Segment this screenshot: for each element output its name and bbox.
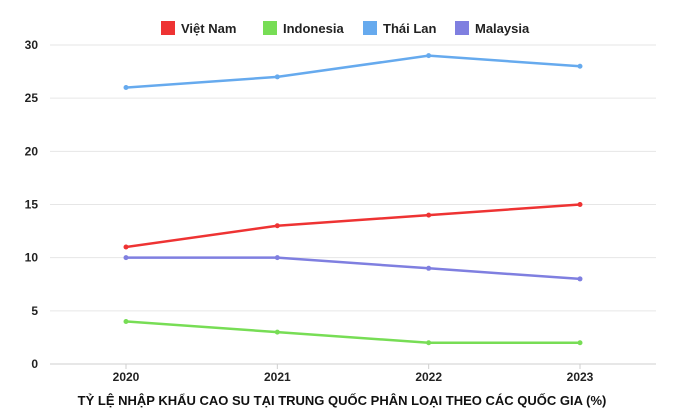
data-point-indonesia[interactable] (274, 329, 280, 335)
y-tick-label: 30 (25, 38, 39, 52)
legend: Việt Nam Indonesia Thái Lan Malaysia (161, 21, 530, 36)
y-tick-label: 15 (25, 198, 39, 212)
data-point-viet-nam[interactable] (426, 212, 432, 218)
x-tick-label: 2023 (567, 370, 594, 384)
data-point-thai-lan[interactable] (274, 74, 280, 80)
data-point-indonesia[interactable] (577, 340, 583, 346)
x-tick-label: 2022 (415, 370, 442, 384)
legend-item-indonesia[interactable]: Indonesia (263, 21, 344, 36)
data-point-malaysia[interactable] (274, 255, 280, 261)
data-point-malaysia[interactable] (123, 255, 129, 261)
data-point-indonesia[interactable] (426, 340, 432, 346)
y-tick-label: 0 (31, 357, 38, 371)
data-point-malaysia[interactable] (426, 265, 432, 271)
legend-item-malaysia[interactable]: Malaysia (455, 21, 530, 36)
y-tick-label: 25 (25, 91, 39, 105)
data-point-viet-nam[interactable] (123, 244, 129, 250)
legend-swatch (263, 21, 277, 35)
legend-label: Việt Nam (181, 21, 236, 36)
legend-swatch (455, 21, 469, 35)
data-point-indonesia[interactable] (123, 318, 129, 324)
y-tick-label: 10 (25, 251, 39, 265)
series-line-malaysia (124, 256, 582, 281)
y-axis-ticks: 0 5 10 15 20 25 30 (25, 38, 39, 371)
legend-swatch (161, 21, 175, 35)
x-tick-label: 2021 (264, 370, 291, 384)
data-point-malaysia[interactable] (577, 276, 583, 282)
legend-item-viet-nam[interactable]: Việt Nam (161, 21, 236, 36)
y-tick-label: 20 (25, 144, 39, 158)
series-group (123, 53, 583, 346)
legend-item-thai-lan[interactable]: Thái Lan (363, 21, 437, 36)
data-point-viet-nam[interactable] (274, 223, 280, 229)
series-line-viet-nam (124, 203, 582, 249)
legend-swatch (363, 21, 377, 35)
data-point-thai-lan[interactable] (426, 53, 432, 59)
legend-label: Indonesia (283, 21, 344, 36)
legend-label: Thái Lan (383, 21, 437, 36)
chart-title: TỶ LỆ NHẬP KHẨU CAO SU TẠI TRUNG QUỐC PH… (78, 393, 607, 408)
data-point-thai-lan[interactable] (123, 85, 129, 91)
legend-label: Malaysia (475, 21, 530, 36)
series-line-indonesia (124, 320, 582, 344)
data-point-thai-lan[interactable] (577, 63, 583, 69)
data-point-viet-nam[interactable] (577, 202, 583, 207)
x-tick-label: 2020 (113, 370, 140, 384)
series-line-thai-lan (124, 54, 582, 89)
y-tick-label: 5 (31, 304, 38, 318)
x-axis-ticks: 2020 2021 2022 2023 (113, 364, 594, 384)
